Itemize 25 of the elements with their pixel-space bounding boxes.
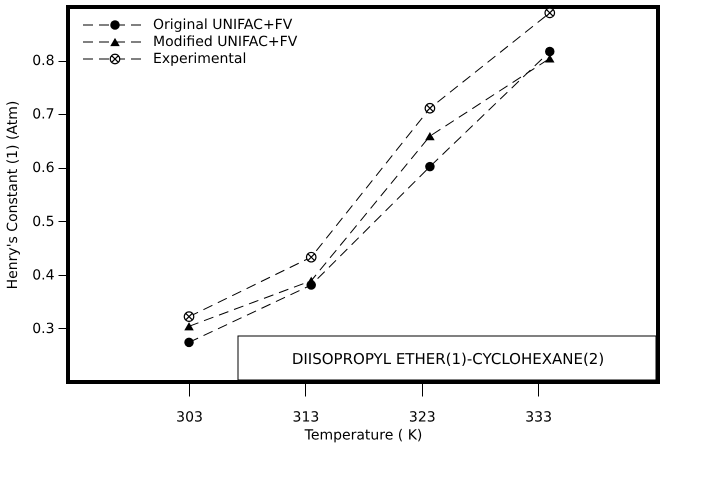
point	[424, 102, 436, 114]
legend-label: Modified UNIFAC+FV	[153, 34, 298, 50]
y-axis-title: Henry's Constant (1) (Atm)	[5, 100, 22, 290]
legend-label: Experimental	[153, 51, 246, 67]
point	[184, 338, 194, 348]
y-tick-label: 0.8	[32, 53, 54, 70]
x-axis-title: Temperature ( K)	[304, 428, 422, 444]
y-tick-label: 0.4	[32, 267, 55, 284]
point	[184, 322, 194, 330]
annotation: DIISOPROPYL ETHER(1)-CYCLOHEXANE(2)	[292, 350, 604, 368]
point	[306, 252, 317, 263]
point	[306, 276, 316, 285]
y-tick-label: 0.3	[32, 320, 54, 337]
x-tick-label: 323	[408, 410, 436, 426]
y-tick-label: 0.5	[32, 214, 54, 230]
point	[184, 311, 194, 322]
point	[425, 162, 435, 172]
y-tick-label: 0.7	[32, 106, 54, 123]
point	[425, 132, 435, 140]
point	[545, 46, 555, 56]
y-tick-label: 0.6	[32, 160, 55, 176]
x-tick-label: 313	[292, 410, 320, 426]
x-tick-label: 303	[176, 410, 203, 426]
legend-label: Original UNIFAC+FV	[153, 17, 293, 33]
x-tick-label: 333	[525, 410, 552, 426]
